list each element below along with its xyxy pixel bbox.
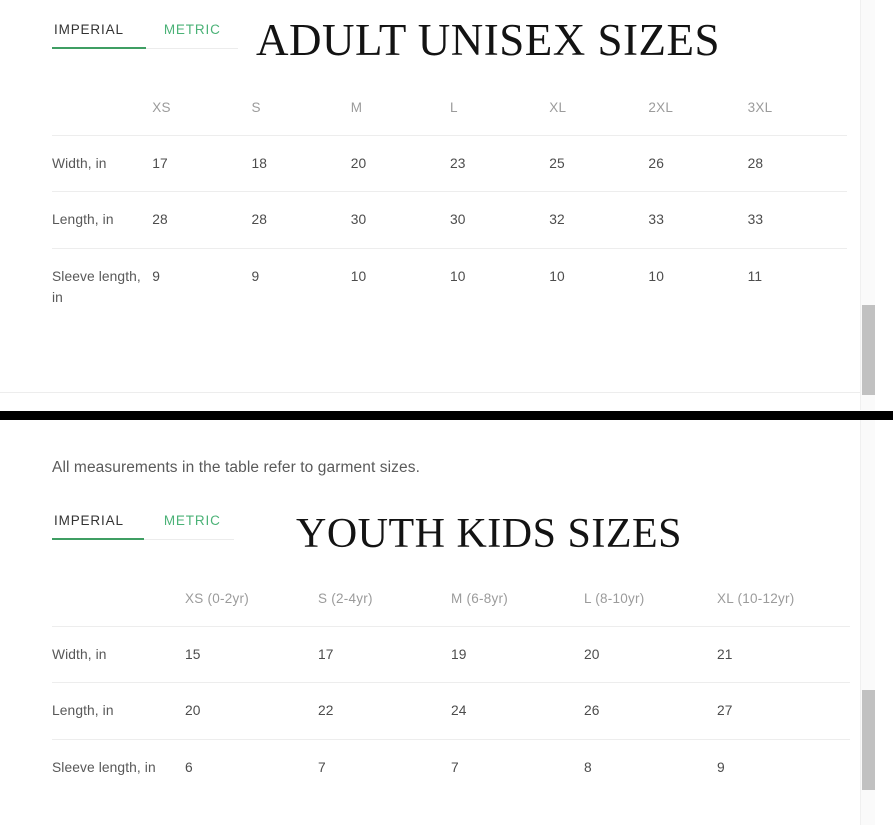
adult-row-label-sleeve: Sleeve length, in: [52, 268, 141, 306]
adult-sleeve-2xl: 10: [648, 268, 664, 284]
adult-table-head: XS S M L XL 2XL 3XL: [52, 80, 847, 136]
adult-col-header-3xl: 3XL: [747, 80, 847, 136]
youth-sleeve-xs: 6: [185, 759, 193, 775]
youth-width-xs: 15: [185, 626, 318, 684]
adult-col-header-s: S: [251, 80, 351, 136]
adult-length-m: 30: [350, 191, 450, 249]
table-row: Length, in 28 28 30 30 32 33 33: [52, 191, 847, 249]
adult-col-header-measure: [52, 80, 153, 136]
table-row: Sleeve length, in 9 9 10 10 10 10 11: [52, 248, 847, 325]
youth-width-l: 20: [584, 626, 717, 684]
adult-sleeve-xs: 9: [152, 268, 161, 284]
adult-width-xl: 25: [549, 135, 649, 193]
youth-sizes-panel: All measurements in the table refer to g…: [0, 420, 875, 825]
youth-tab-active-indicator: [52, 537, 144, 540]
table-row: Sleeve length, in 6 7 7 8 9: [52, 739, 850, 795]
adult-sizes-title: ADULT UNISEX SIZES: [256, 15, 721, 65]
adult-col-header-l: L: [449, 80, 550, 136]
tab-metric-youth[interactable]: METRIC: [163, 512, 221, 528]
table-row: Width, in 17 18 20 23 25 26 28: [52, 135, 847, 193]
youth-sleeve-xl: 9: [717, 759, 725, 775]
youth-sleeve-m: 7: [451, 759, 459, 775]
adult-tab-active-indicator: [52, 47, 146, 49]
youth-col-header-l: L (8-10yr): [584, 570, 717, 627]
youth-size-table: XS (0-2yr) S (2-4yr) M (6-8yr) L (8-10yr…: [52, 570, 850, 795]
youth-sizes-title: YOUTH KIDS SIZES: [296, 510, 682, 557]
tab-imperial-youth[interactable]: IMPERIAL: [54, 512, 124, 528]
youth-table-head: XS (0-2yr) S (2-4yr) M (6-8yr) L (8-10yr…: [52, 570, 850, 627]
adult-width-m: 20: [350, 135, 450, 193]
adult-length-3xl: 33: [747, 191, 847, 249]
youth-width-m: 19: [451, 626, 584, 684]
youth-header-band: IMPERIAL METRIC YOUTH KIDS SIZES: [52, 513, 847, 571]
youth-length-xs: 20: [185, 682, 318, 740]
adult-length-2xl: 33: [648, 191, 748, 249]
adult-header-band: IMPERIAL METRIC ADULT UNISEX SIZES: [52, 18, 847, 80]
adult-unit-tabs: IMPERIAL METRIC: [52, 22, 238, 56]
measurements-note: All measurements in the table refer to g…: [52, 459, 420, 476]
youth-sleeve-s: 7: [318, 759, 326, 775]
tab-metric-adult[interactable]: METRIC: [163, 22, 221, 37]
adult-sizes-panel: IMPERIAL METRIC ADULT UNISEX SIZES XS S: [0, 0, 875, 410]
youth-col-header-xs: XS (0-2yr): [185, 570, 318, 627]
tab-imperial-adult[interactable]: IMPERIAL: [54, 22, 124, 37]
adult-sleeve-m: 10: [350, 268, 367, 284]
youth-row-label-width: Width, in: [52, 626, 185, 684]
adult-col-header-m: M: [350, 80, 450, 136]
adult-width-l: 23: [449, 135, 550, 193]
youth-col-header-measure: [52, 570, 185, 627]
table-row: Length, in 20 22 24 26 27: [52, 682, 850, 740]
adult-row-label-width: Width, in: [52, 135, 153, 193]
adult-scrollbar-track[interactable]: [860, 0, 875, 410]
adult-table-bottom-rule: [0, 392, 875, 393]
adult-width-2xl: 26: [648, 135, 748, 193]
youth-length-xl: 27: [717, 682, 850, 740]
youth-col-header-xl: XL (10-12yr): [717, 570, 850, 627]
adult-length-s: 28: [251, 191, 351, 249]
adult-width-s: 18: [251, 135, 351, 193]
adult-sleeve-xl: 10: [549, 268, 565, 284]
adult-row-label-length: Length, in: [52, 191, 153, 249]
adult-header-row: XS S M L XL 2XL 3XL: [52, 80, 847, 136]
adult-col-header-xs: XS: [152, 80, 252, 136]
adult-panel-content: IMPERIAL METRIC ADULT UNISEX SIZES XS S: [0, 18, 875, 326]
adult-width-3xl: 28: [747, 135, 847, 193]
youth-width-xl: 21: [717, 626, 850, 684]
adult-length-xs: 28: [152, 191, 252, 249]
youth-scrollbar-track[interactable]: [860, 420, 875, 825]
adult-scrollbar-thumb[interactable]: [862, 305, 875, 395]
table-row: Width, in 15 17 19 20 21: [52, 626, 850, 684]
youth-table-body: Width, in 15 17 19 20 21 Length, in 20 2…: [52, 626, 850, 795]
youth-width-s: 17: [318, 626, 451, 684]
youth-length-l: 26: [584, 682, 717, 740]
youth-length-s: 22: [318, 682, 451, 740]
youth-col-header-s: S (2-4yr): [318, 570, 451, 627]
adult-size-table: XS S M L XL 2XL 3XL Width, in 17 18 20: [52, 80, 847, 326]
youth-unit-tabs: IMPERIAL METRIC: [52, 513, 234, 547]
youth-row-label-length: Length, in: [52, 682, 185, 740]
youth-length-m: 24: [451, 682, 584, 740]
adult-sleeve-3xl: 11: [747, 268, 763, 284]
adult-sleeve-s: 9: [251, 268, 260, 284]
adult-length-l: 30: [449, 191, 550, 249]
youth-sleeve-l: 8: [584, 759, 592, 775]
youth-header-row: XS (0-2yr) S (2-4yr) M (6-8yr) L (8-10yr…: [52, 570, 850, 627]
youth-row-label-sleeve: Sleeve length, in: [52, 759, 156, 775]
adult-sleeve-l: 10: [449, 268, 466, 284]
youth-scrollbar-thumb[interactable]: [862, 690, 875, 790]
youth-col-header-m: M (6-8yr): [451, 570, 584, 627]
adult-table-body: Width, in 17 18 20 23 25 26 28 Length, i…: [52, 135, 847, 326]
adult-col-header-2xl: 2XL: [648, 80, 748, 136]
youth-panel-content: All measurements in the table refer to g…: [0, 458, 875, 795]
adult-col-header-xl: XL: [549, 80, 649, 136]
adult-width-xs: 17: [152, 135, 252, 193]
adult-length-xl: 32: [549, 191, 649, 249]
section-separator-bar: [0, 411, 893, 420]
